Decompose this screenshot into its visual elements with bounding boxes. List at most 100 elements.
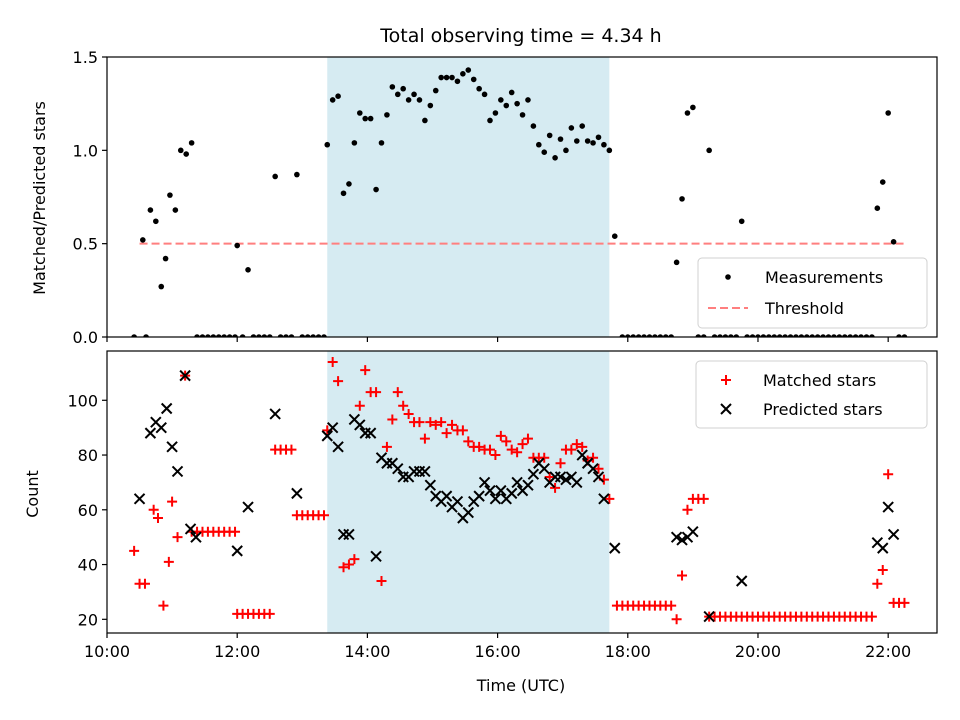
x-tick-label: 20:00 (735, 642, 781, 661)
data-point (332, 441, 344, 453)
data-point (541, 149, 548, 155)
data-point (676, 534, 688, 546)
data-point (194, 334, 200, 337)
data-point (511, 476, 523, 489)
data-point (560, 473, 572, 486)
data-point (427, 102, 434, 109)
data-point (738, 218, 745, 225)
data-point (652, 334, 658, 337)
data-point (264, 608, 275, 619)
data-point (584, 138, 591, 144)
data-point (394, 91, 401, 98)
data-point (749, 334, 756, 337)
data-point (221, 334, 227, 337)
data-point (451, 495, 464, 508)
chart-title: Total observing time = 4.34 h (379, 25, 661, 47)
y-tick-label: 1.0 (73, 141, 98, 160)
data-point (733, 334, 740, 337)
data-point (318, 510, 329, 521)
data-point (266, 334, 273, 337)
y-tick-label: 100 (67, 391, 98, 410)
data-point (384, 112, 390, 118)
data-point (346, 181, 352, 187)
data-point (364, 427, 377, 439)
data-point (133, 493, 146, 505)
data-point (487, 117, 493, 124)
data-point (571, 476, 583, 489)
data-point (272, 173, 278, 180)
data-point (587, 463, 599, 475)
data-point (232, 334, 238, 337)
data-point (462, 506, 475, 519)
data-point (522, 433, 533, 444)
x-tick-label: 16:00 (475, 642, 521, 661)
data-point (684, 110, 691, 116)
data-point (555, 458, 566, 469)
data-point (793, 334, 799, 337)
data-point (619, 334, 626, 337)
y-tick-label: 1.5 (73, 48, 98, 67)
data-point (129, 545, 140, 556)
data-point (414, 417, 425, 428)
data-point (847, 334, 854, 337)
data-point (360, 365, 371, 376)
data-point (503, 102, 510, 109)
x-tick-label: 10:00 (84, 642, 130, 661)
data-point (706, 147, 712, 154)
y-tick-label: 0.5 (73, 235, 98, 254)
data-point (820, 334, 826, 337)
data-point (430, 419, 441, 430)
data-point (226, 334, 233, 337)
observing-window-span (327, 351, 610, 633)
data-point (131, 334, 137, 337)
data-point (576, 449, 588, 461)
data-point (381, 441, 392, 452)
top-panel: 0.0 0.5 1.0 1.5 Measurements Threshold (73, 48, 938, 347)
data-point (519, 112, 526, 118)
data-point (139, 578, 150, 589)
data-point (321, 430, 333, 442)
data-point (163, 556, 174, 567)
data-point (573, 138, 580, 144)
data-point (340, 190, 347, 197)
data-point (825, 334, 832, 337)
data-point (152, 513, 163, 524)
data-point (882, 501, 894, 513)
data-point (436, 417, 447, 428)
data-point (335, 93, 341, 99)
data-point (199, 334, 206, 337)
data-point (205, 334, 211, 337)
data-point (593, 463, 604, 474)
data-point (782, 334, 788, 337)
data-point (419, 433, 430, 444)
data-point (215, 334, 222, 337)
x-tick-label: 12:00 (214, 642, 260, 661)
data-point (505, 487, 518, 500)
data-point (389, 84, 396, 90)
data-point (858, 334, 864, 337)
data-point (476, 85, 482, 92)
data-point (498, 97, 504, 103)
data-point (896, 334, 902, 337)
data-point (481, 91, 488, 98)
data-point (392, 387, 403, 398)
series-measurements (131, 67, 908, 337)
data-point (495, 430, 506, 441)
data-point (606, 147, 613, 154)
data-point (682, 504, 693, 515)
data-point (592, 471, 605, 483)
data-point (804, 334, 810, 337)
data-point (143, 334, 149, 337)
data-point (609, 542, 621, 554)
data-point (425, 417, 436, 428)
data-point (261, 334, 268, 337)
data-point (392, 463, 404, 475)
data-point (457, 425, 468, 436)
data-point (269, 408, 281, 420)
data-point (885, 110, 891, 116)
data-point (473, 490, 485, 502)
data-point (611, 233, 618, 239)
data-point (190, 531, 202, 543)
data-point (403, 408, 414, 419)
data-point (508, 89, 515, 96)
